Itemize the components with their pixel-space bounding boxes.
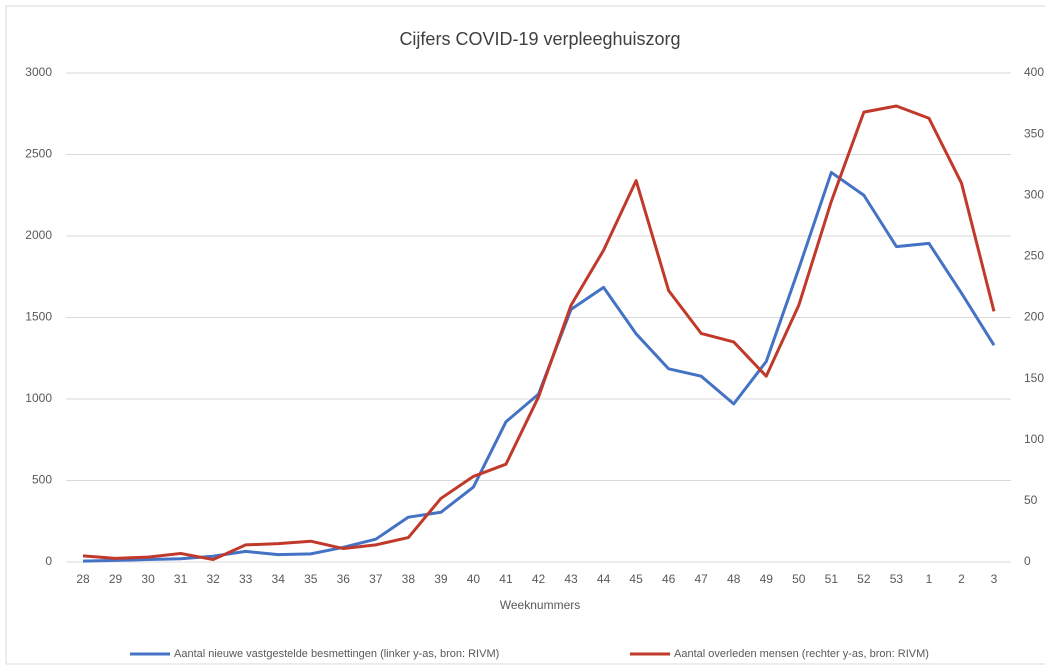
x-tick-label: 49 (760, 572, 774, 586)
x-tick-label: 37 (369, 572, 383, 586)
x-tick-label: 43 (564, 572, 578, 586)
y-tick-label: 1000 (25, 391, 52, 405)
x-tick-label: 48 (727, 572, 741, 586)
x-tick-label: 1 (926, 572, 933, 586)
y-tick-label: 2500 (25, 147, 52, 161)
y-tick-label: 2000 (25, 228, 52, 242)
x-tick-label: 45 (629, 572, 643, 586)
x-tick-label: 50 (792, 572, 806, 586)
y2-tick-label: 50 (1024, 493, 1038, 507)
x-tick-label: 38 (402, 572, 416, 586)
y2-tick-label: 200 (1024, 310, 1044, 324)
y-tick-label: 0 (45, 554, 52, 568)
x-tick-label: 39 (434, 572, 448, 586)
y2-tick-label: 400 (1024, 65, 1044, 79)
x-tick-label: 34 (272, 572, 286, 586)
y2-tick-label: 100 (1024, 432, 1044, 446)
x-tick-label: 32 (206, 572, 220, 586)
x-axis-label: Weeknummers (500, 598, 580, 612)
x-tick-label: 41 (499, 572, 513, 586)
y-tick-label: 500 (32, 473, 52, 487)
x-tick-label: 47 (694, 572, 708, 586)
y2-tick-label: 250 (1024, 249, 1044, 263)
chart-border (5, 5, 1045, 665)
y2-tick-label: 300 (1024, 187, 1044, 201)
x-tick-label: 31 (174, 572, 188, 586)
x-tick-label: 33 (239, 572, 253, 586)
legend-label: Aantal nieuwe vastgestelde besmettingen … (174, 648, 499, 660)
x-tick-label: 3 (991, 572, 998, 586)
y2-tick-label: 350 (1024, 126, 1044, 140)
y2-tick-label: 0 (1024, 554, 1031, 568)
x-tick-label: 52 (857, 572, 871, 586)
x-tick-label: 29 (109, 572, 123, 586)
x-tick-label: 28 (76, 572, 90, 586)
x-tick-label: 42 (532, 572, 546, 586)
x-tick-label: 35 (304, 572, 318, 586)
x-tick-label: 30 (141, 572, 155, 586)
x-tick-label: 46 (662, 572, 676, 586)
x-tick-label: 36 (337, 572, 351, 586)
x-tick-label: 51 (825, 572, 839, 586)
series-line (82, 104, 996, 562)
y-tick-label: 3000 (25, 65, 52, 79)
x-tick-label: 44 (597, 572, 611, 586)
x-tick-label: 2 (958, 572, 965, 586)
y-tick-label: 1500 (25, 310, 52, 324)
legend-label: Aantal overleden mensen (rechter y-as, b… (674, 648, 929, 660)
x-tick-label: 53 (890, 572, 904, 586)
x-tick-label: 40 (467, 572, 481, 586)
y2-tick-label: 150 (1024, 371, 1044, 385)
chart-title: Cijfers COVID-19 verpleeghuiszorg (399, 29, 680, 49)
